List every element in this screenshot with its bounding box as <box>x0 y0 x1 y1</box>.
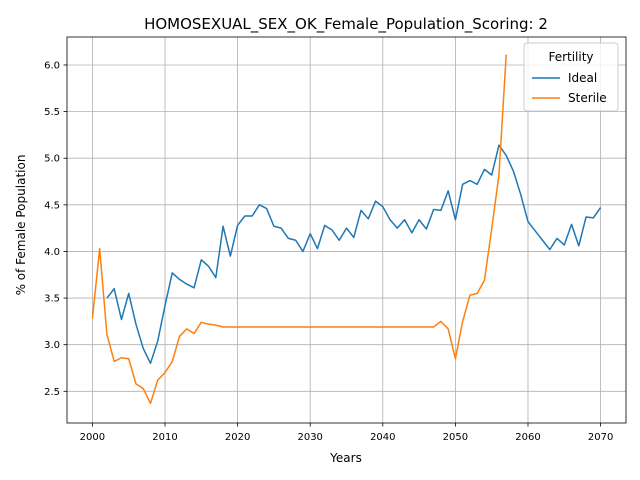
series-line-sterile <box>91 54 507 405</box>
x-tick-label: 2040 <box>370 432 395 443</box>
x-tick-label: 2070 <box>588 432 613 443</box>
y-tick-label: 2.5 <box>44 387 60 398</box>
plot-frame <box>66 36 627 424</box>
series-line-ideal <box>106 144 602 365</box>
legend: Fertility Ideal Sterile <box>523 42 619 112</box>
y-tick-label: 3.0 <box>44 340 60 351</box>
x-tick-label: 2020 <box>225 432 250 443</box>
legend-label-ideal: Ideal <box>568 71 597 85</box>
y-tick-label: 4.0 <box>44 247 60 258</box>
legend-label-sterile: Sterile <box>568 91 607 105</box>
x-tick-label: 2010 <box>152 432 177 443</box>
y-tick-label: 3.5 <box>44 294 60 305</box>
legend-box <box>523 42 619 112</box>
legend-title: Fertility <box>548 50 593 64</box>
y-tick-label: 5.0 <box>44 154 60 165</box>
y-tick-label: 5.5 <box>44 107 60 118</box>
y-axis: 2.5 3.0 3.5 4.0 4.5 5.0 5.5 6.0 <box>44 60 67 398</box>
chart-title: HOMOSEXUAL_SEX_OK_Female_Population_Scor… <box>144 15 548 34</box>
series-layer <box>91 54 602 405</box>
y-axis-label: % of Female Population <box>14 155 28 296</box>
x-tick-label: 2060 <box>515 432 540 443</box>
x-axis-label: Years <box>329 451 362 465</box>
x-tick-label: 2050 <box>443 432 468 443</box>
y-tick-label: 4.5 <box>44 200 60 211</box>
y-tick-label: 6.0 <box>44 60 60 71</box>
x-tick-label: 2000 <box>80 432 105 443</box>
x-axis: 2000 2010 2020 2030 2040 2050 2060 2070 <box>80 423 613 443</box>
x-tick-label: 2030 <box>297 432 322 443</box>
